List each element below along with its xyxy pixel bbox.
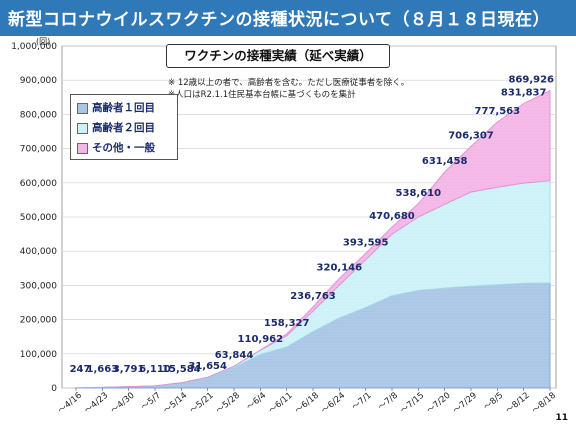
chart-legend: 高齢者１回目 高齢者２回目 その他・一般 bbox=[70, 94, 178, 160]
data-label: 236,763 bbox=[290, 291, 336, 302]
y-tick-label: 600,000 bbox=[20, 179, 57, 189]
y-tick-label: 800,000 bbox=[20, 110, 57, 120]
x-tick-label: ～7/8 bbox=[377, 391, 400, 413]
note-line-1: ※ 12歳以上の者で、高齢者を含む。ただし医療従事者を除く。 bbox=[168, 78, 410, 88]
y-tick-label: 900,000 bbox=[20, 76, 57, 86]
x-tick-label: ～6/24 bbox=[320, 391, 348, 416]
x-tick-label: ～8/5 bbox=[482, 391, 505, 413]
x-tick-label: ～5/7 bbox=[140, 391, 163, 413]
data-label: 63,844 bbox=[215, 350, 254, 361]
x-tick-label: ～6/11 bbox=[267, 391, 295, 416]
data-label: 631,458 bbox=[422, 156, 468, 167]
data-label: 777,563 bbox=[475, 106, 521, 117]
header-bar: 新型コロナウイルスワクチンの接種状況について（８月１８日現在） bbox=[0, 0, 576, 36]
x-tick-label: ～7/1 bbox=[350, 391, 373, 413]
data-label: 470,680 bbox=[369, 211, 415, 222]
y-tick-label: 100,000 bbox=[20, 350, 57, 360]
data-label: 1,663 bbox=[87, 364, 119, 375]
chart-title: ワクチンの接種実績（延べ実績） bbox=[166, 44, 390, 68]
legend-label: 高齢者１回目 bbox=[92, 102, 155, 114]
data-label: 869,926 bbox=[508, 74, 554, 85]
legend-label: その他・一般 bbox=[92, 142, 155, 154]
data-label: 393,595 bbox=[343, 237, 389, 248]
data-label: 3,791 bbox=[113, 364, 145, 375]
data-label: 538,610 bbox=[396, 188, 442, 199]
y-tick-label: 1,000,000 bbox=[11, 42, 57, 52]
y-tick-label: 700,000 bbox=[20, 145, 57, 155]
legend-swatch bbox=[77, 142, 88, 154]
x-tick-label: ～6/18 bbox=[293, 391, 321, 416]
x-tick-label: ～7/20 bbox=[425, 391, 453, 416]
legend-swatch bbox=[77, 102, 88, 114]
y-tick-label: 500,000 bbox=[20, 213, 57, 223]
y-axis-unit: (回) bbox=[36, 37, 51, 46]
x-tick-label: ～8/12 bbox=[504, 391, 532, 416]
x-tick-label: ～4/30 bbox=[109, 391, 137, 416]
y-tick-label: 200,000 bbox=[20, 316, 57, 326]
note-line-2: ※人口はR2.1.1住民基本台帳に基づくものを集計 bbox=[168, 90, 356, 100]
data-label: 831,837 bbox=[501, 88, 547, 99]
legend-item-elderly-2: 高齢者２回目 bbox=[77, 120, 155, 136]
data-label: 6,110 bbox=[139, 364, 171, 375]
legend-item-other: その他・一般 bbox=[77, 140, 155, 156]
x-tick-label: ～5/14 bbox=[162, 391, 190, 416]
data-label: 247 bbox=[70, 364, 91, 375]
legend-label: 高齢者２回目 bbox=[92, 122, 155, 134]
data-label: 320,146 bbox=[317, 263, 363, 274]
data-label: 706,307 bbox=[448, 130, 494, 141]
data-label: 158,327 bbox=[264, 318, 310, 329]
x-tick-label: ～6/4 bbox=[245, 391, 268, 413]
data-label: 15,584 bbox=[162, 364, 201, 375]
x-tick-label: ～5/28 bbox=[214, 391, 242, 416]
y-tick-label: 0 bbox=[51, 384, 57, 394]
x-tick-label: ～4/16 bbox=[56, 391, 84, 416]
y-tick-label: 300,000 bbox=[20, 281, 57, 291]
data-label: 110,962 bbox=[238, 334, 284, 345]
x-tick-label: ～7/29 bbox=[451, 391, 479, 416]
x-tick-label: ～4/23 bbox=[83, 391, 111, 416]
x-tick-label: ～8/18 bbox=[530, 391, 558, 416]
legend-item-elderly-1: 高齢者１回目 bbox=[77, 100, 155, 116]
page-title: 新型コロナウイルスワクチンの接種状況について（８月１８日現在） bbox=[8, 10, 550, 30]
x-tick-label: ～5/21 bbox=[188, 391, 216, 416]
area-other-general bbox=[75, 89, 551, 389]
y-tick-label: 400,000 bbox=[20, 247, 57, 257]
legend-swatch bbox=[77, 122, 88, 134]
x-tick-label: ～7/15 bbox=[399, 391, 427, 416]
page-number: 11 bbox=[555, 413, 568, 423]
data-label: 31,654 bbox=[188, 361, 227, 372]
